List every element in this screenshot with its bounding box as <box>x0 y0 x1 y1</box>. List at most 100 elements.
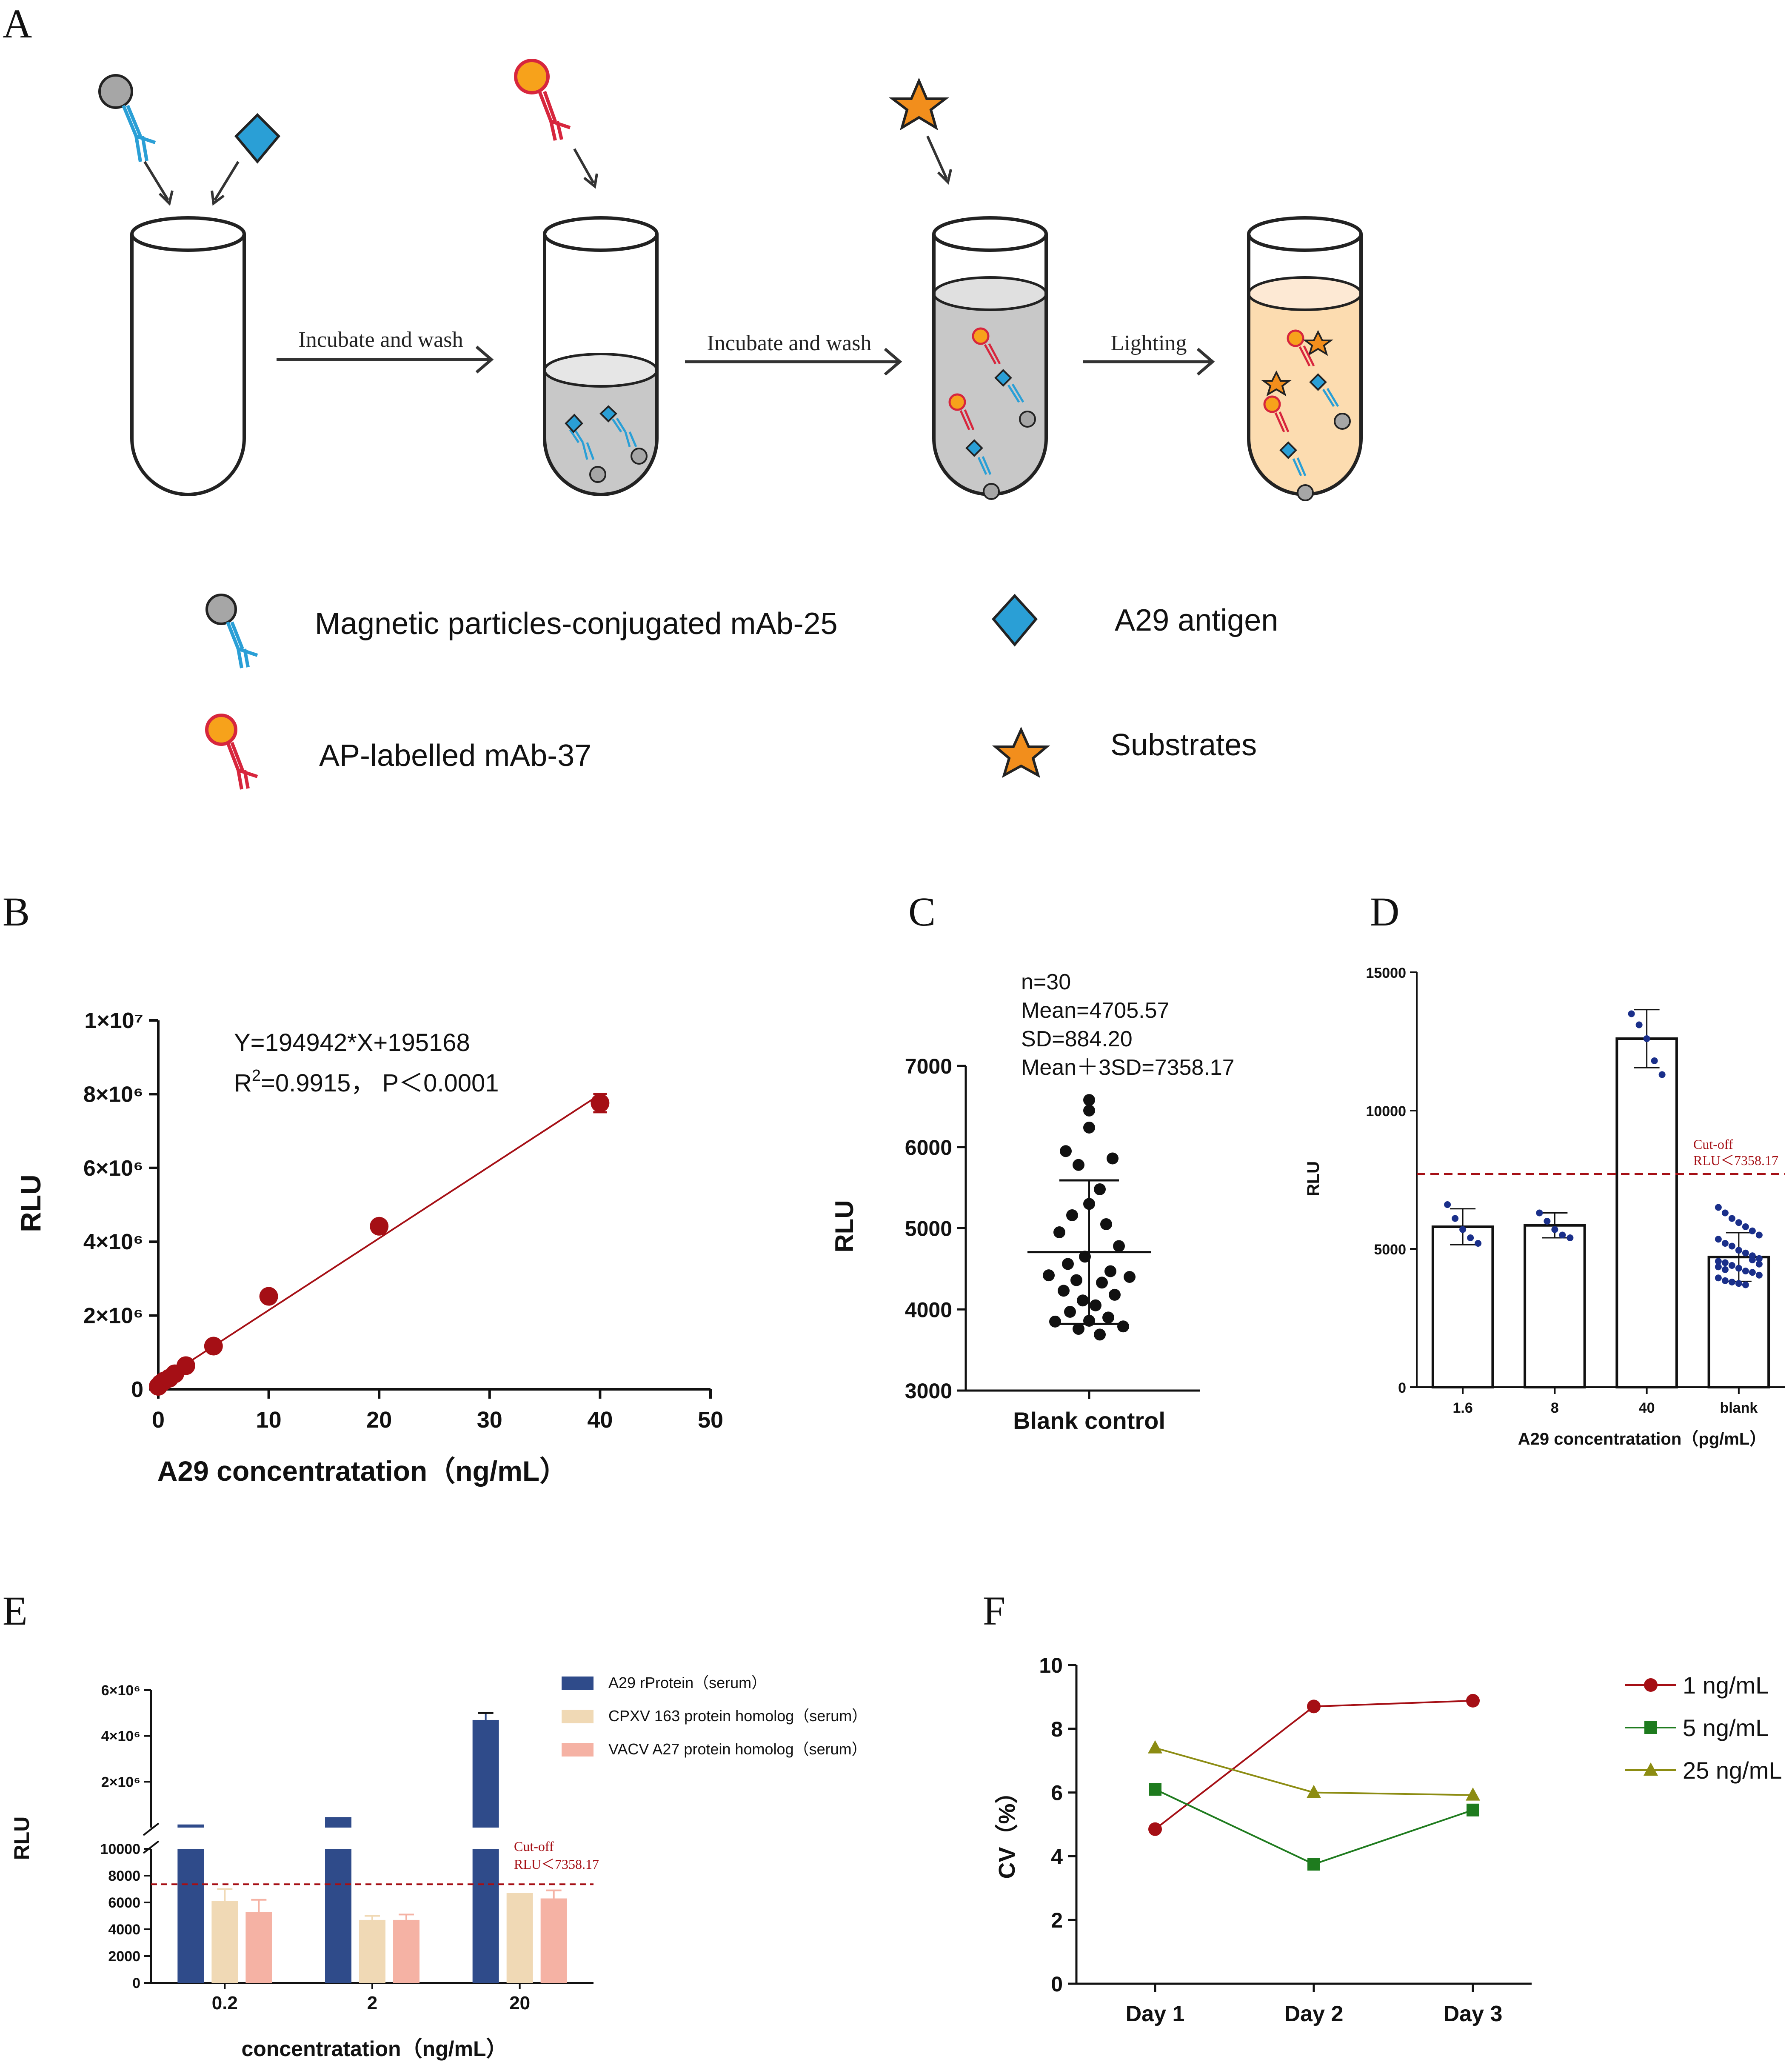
b-x-tick-label: 10 <box>256 1407 282 1433</box>
b-x-tick-label: 0 <box>152 1407 165 1433</box>
e-y-tick-label: 10000 <box>100 1841 140 1857</box>
magnetic-antibody-icon <box>98 74 156 162</box>
panel-f: F 0 2 4 6 8 10 Day 1 Day 2 Day 3 1 ng/mL 5 ng/mL 2… <box>983 1588 1782 2026</box>
d-data-point <box>1628 1010 1635 1017</box>
e-y-tick-label: 6×10⁶ <box>101 1682 140 1699</box>
d-data-point <box>1536 1209 1543 1217</box>
e-y-tick-label: 2000 <box>108 1948 140 1965</box>
e-bar-high <box>472 1719 499 1828</box>
panel-a-letter: A <box>3 1 32 46</box>
d-x-tick-label: 40 <box>1639 1400 1655 1416</box>
panel-b-fit-line <box>157 1094 601 1383</box>
d-data-point <box>1742 1281 1749 1288</box>
e-bar <box>245 1912 272 1983</box>
d-data-point <box>1721 1259 1729 1266</box>
process-arrow-2: Incubate and wash <box>685 331 902 376</box>
f-marker-triangle <box>1307 1785 1321 1798</box>
legend-antigen-label: A29 antigen <box>1115 603 1278 637</box>
reagent-arrow <box>926 135 948 180</box>
f-y-tick-label: 10 <box>1039 1654 1063 1677</box>
d-y-tick-label: 5000 <box>1374 1242 1406 1258</box>
f-legend-label: 25 ng/mL <box>1683 1757 1782 1784</box>
legend-substrates-label: Substrates <box>1110 728 1257 762</box>
f-x-tick-label: Day 2 <box>1284 2002 1344 2026</box>
e-bar <box>472 1849 499 1983</box>
c-data-point <box>1100 1218 1112 1230</box>
f-legend-label: 5 ng/mL <box>1683 1714 1769 1741</box>
e-legend-label: A29 rProtein（serum） <box>608 1674 767 1691</box>
d-data-point <box>1452 1215 1459 1222</box>
panel-d-xlabel: A29 concentratation（pg/mL） <box>1518 1430 1767 1448</box>
d-data-point <box>1715 1263 1722 1271</box>
d-x-tick-label: 1.6 <box>1452 1400 1472 1416</box>
c-data-point <box>1073 1159 1084 1171</box>
c-data-point <box>1083 1094 1095 1106</box>
f-marker-circle <box>1148 1822 1162 1836</box>
f-legend-marker <box>1644 1678 1658 1692</box>
c-data-point <box>1107 1152 1119 1165</box>
arrow-label-2: Incubate and wash <box>707 331 872 355</box>
panel-e-cutoff-label: Cut-off <box>514 1839 554 1854</box>
tube-3-complexes <box>948 327 1036 500</box>
c-y-tick-label: 3000 <box>905 1379 952 1403</box>
d-data-point <box>1735 1280 1742 1287</box>
d-y-tick-label: 0 <box>1398 1380 1406 1396</box>
c-data-point <box>1049 1315 1061 1328</box>
legend-substrates: Substrates <box>992 726 1257 778</box>
f-x-tick-label: Day 1 <box>1126 2002 1185 2026</box>
d-data-point <box>1728 1242 1735 1250</box>
d-data-point <box>1721 1277 1729 1284</box>
f-legend-label: 1 ng/mL <box>1683 1672 1769 1699</box>
c-data-point <box>1094 1183 1106 1195</box>
f-legend-marker <box>1644 1762 1658 1776</box>
r2-sup: 2 <box>252 1067 261 1085</box>
panel-c-points <box>1027 1094 1151 1341</box>
f-legend-marker <box>1644 1721 1657 1734</box>
c-data-point <box>1058 1285 1070 1297</box>
f-x-tick-label: Day 3 <box>1444 2002 1503 2026</box>
r2-base: R <box>234 1069 252 1097</box>
panel-b-axes: 0 10 20 30 40 50 0 2×10⁶ 4×10⁶ 6×10⁶ 8×10⁶ 1×10⁷ <box>83 1008 723 1433</box>
d-data-point <box>1651 1057 1658 1064</box>
c-data-point <box>1070 1274 1082 1286</box>
panel-a: A Incubate <box>3 1 1363 790</box>
tube-1 <box>130 216 246 496</box>
panel-b-points <box>149 1093 610 1396</box>
e-x-tick-label: 2 <box>367 1993 377 2014</box>
e-bar <box>506 1893 533 1983</box>
panel-b-letter: B <box>3 889 30 934</box>
b-y-tick-label: 1×10⁷ <box>84 1008 143 1033</box>
d-data-point <box>1559 1231 1566 1239</box>
r2-text: =0.9915， P＜0.0001 <box>261 1069 499 1097</box>
d-data-point <box>1715 1236 1722 1243</box>
panel-c-stat-n: n=30 <box>1021 970 1071 994</box>
panel-b-equation: Y=194942*X+195168 <box>234 1029 470 1057</box>
panel-c-xlabel: Blank control <box>1013 1407 1165 1434</box>
c-data-point <box>1104 1265 1116 1277</box>
panel-c-axes: 3000 4000 5000 6000 7000 <box>905 1054 1200 1403</box>
legend-antigen: A29 antigen <box>992 594 1278 647</box>
e-y-tick-label: 4000 <box>108 1922 140 1938</box>
b-y-tick-label: 8×10⁶ <box>83 1082 143 1107</box>
f-marker-triangle <box>1148 1740 1162 1754</box>
f-y-tick-label: 8 <box>1051 1717 1063 1741</box>
c-data-point <box>1062 1258 1074 1270</box>
b-y-tick-label: 4×10⁶ <box>83 1230 143 1254</box>
d-data-point <box>1735 1247 1742 1254</box>
legend-mab25: Magnetic particles-conjugated mAb-25 <box>205 594 838 668</box>
e-bar <box>177 1849 204 1983</box>
panel-f-letter: F <box>983 1588 1005 1634</box>
e-legend-swatch <box>562 1710 594 1723</box>
d-data-point <box>1467 1234 1474 1241</box>
c-data-point <box>1124 1271 1136 1283</box>
d-data-point <box>1749 1257 1756 1263</box>
c-data-point <box>1117 1320 1129 1333</box>
d-y-tick-label: 10000 <box>1366 1103 1406 1120</box>
tube-2 <box>543 216 659 496</box>
b-y-tick-label: 6×10⁶ <box>83 1156 143 1181</box>
d-data-point <box>1755 1271 1763 1279</box>
c-data-point <box>1090 1299 1101 1311</box>
panel-b-r2: R2=0.9915， P＜0.0001 <box>234 1067 499 1097</box>
panel-e-xlabel: concentratation（ng/mL） <box>241 2037 507 2061</box>
e-legend-label: VACV A27 protein homolog（serum） <box>608 1740 867 1758</box>
